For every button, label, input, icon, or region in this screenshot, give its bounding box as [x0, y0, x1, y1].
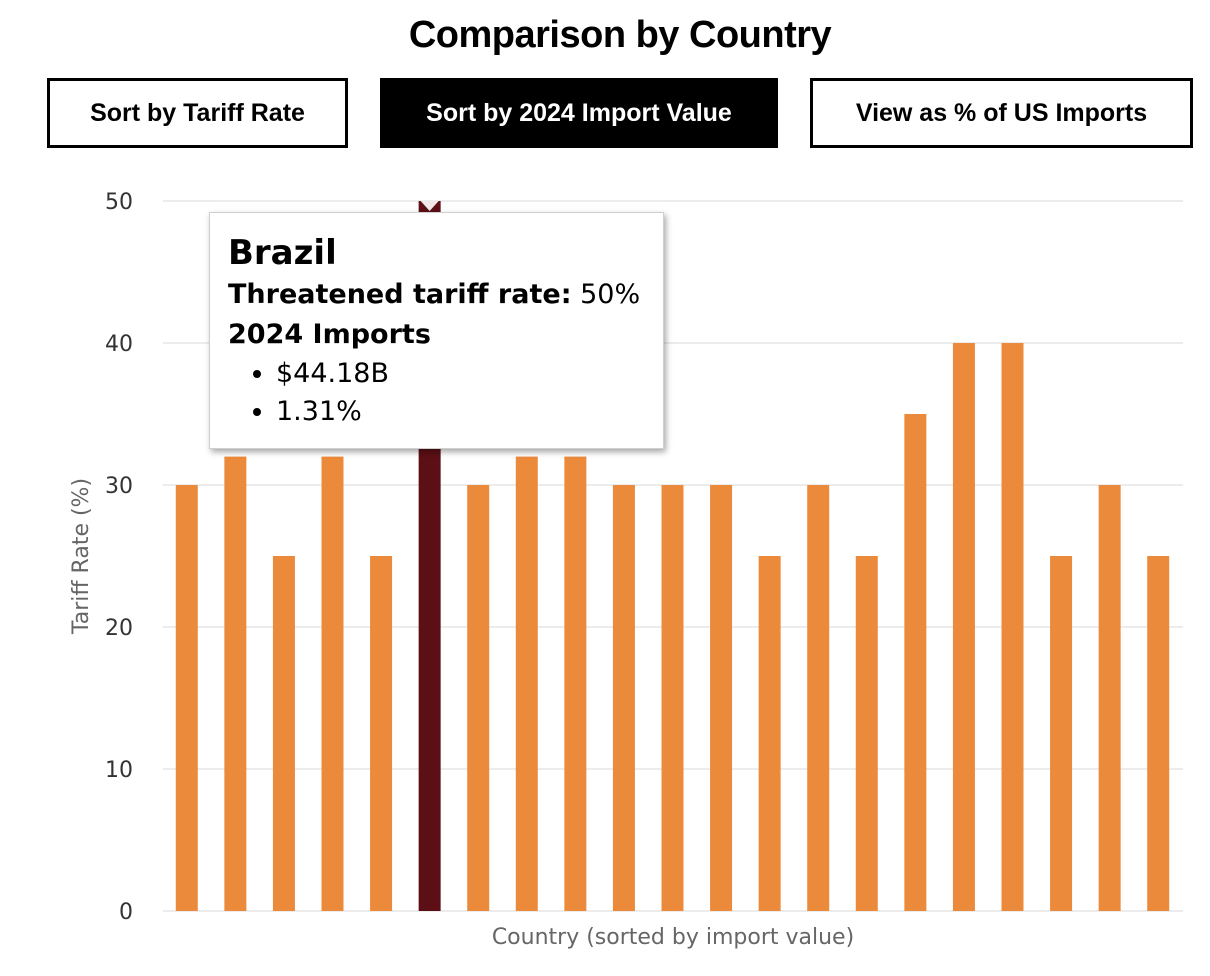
- bar[interactable]: [1050, 556, 1073, 911]
- x-axis-label: Country (sorted by import value): [492, 925, 854, 950]
- tooltip-rate-row: Threatened tariff rate: 50%: [228, 275, 645, 315]
- tooltip: Brazil Threatened tariff rate: 50% 2024 …: [209, 212, 664, 449]
- bar[interactable]: [661, 485, 684, 911]
- bar[interactable]: [272, 556, 295, 911]
- y-tick-label: 10: [105, 758, 133, 783]
- bars: [175, 201, 1170, 911]
- bar[interactable]: [807, 485, 830, 911]
- bar[interactable]: [710, 485, 733, 911]
- bar[interactable]: [1001, 343, 1024, 911]
- y-axis-label: Tariff Rate (%): [69, 478, 94, 635]
- bar[interactable]: [952, 343, 975, 911]
- bar[interactable]: [175, 485, 198, 911]
- tooltip-pointer: [420, 201, 439, 211]
- y-tick-label: 50: [105, 190, 133, 215]
- bar[interactable]: [321, 456, 344, 911]
- bar[interactable]: [467, 485, 490, 911]
- bar[interactable]: [370, 556, 393, 911]
- tooltip-imports-value: $44.18B: [276, 355, 645, 393]
- y-axis-ticks: 0 10 20 30 40 50: [105, 190, 133, 925]
- y-tick-label: 0: [119, 900, 133, 925]
- y-tick-label: 30: [105, 474, 133, 499]
- bar[interactable]: [612, 485, 635, 911]
- y-tick-label: 20: [105, 616, 133, 641]
- bar[interactable]: [515, 456, 538, 911]
- chart-title: Comparison by Country: [408, 14, 832, 56]
- bar[interactable]: [758, 556, 781, 911]
- bar[interactable]: [1147, 556, 1170, 911]
- bar[interactable]: [564, 456, 587, 911]
- view-as-percent-button[interactable]: View as % of US Imports: [810, 78, 1193, 148]
- tooltip-rate-value: 50%: [580, 279, 641, 310]
- bar[interactable]: [855, 556, 878, 911]
- tooltip-country: Brazil: [228, 233, 337, 273]
- tooltip-rate-label: Threatened tariff rate:: [228, 279, 572, 310]
- sort-by-tariff-rate-button[interactable]: Sort by Tariff Rate: [47, 78, 348, 148]
- bar[interactable]: [224, 456, 247, 911]
- tooltip-imports-list: $44.18B 1.31%: [228, 355, 645, 431]
- y-tick-label: 40: [105, 332, 133, 357]
- bar[interactable]: [1098, 485, 1121, 911]
- tooltip-imports-label: 2024 Imports: [228, 319, 431, 350]
- tooltip-imports-share: 1.31%: [276, 393, 645, 431]
- sort-by-import-value-button[interactable]: Sort by 2024 Import Value: [380, 78, 778, 148]
- bar[interactable]: [904, 414, 927, 911]
